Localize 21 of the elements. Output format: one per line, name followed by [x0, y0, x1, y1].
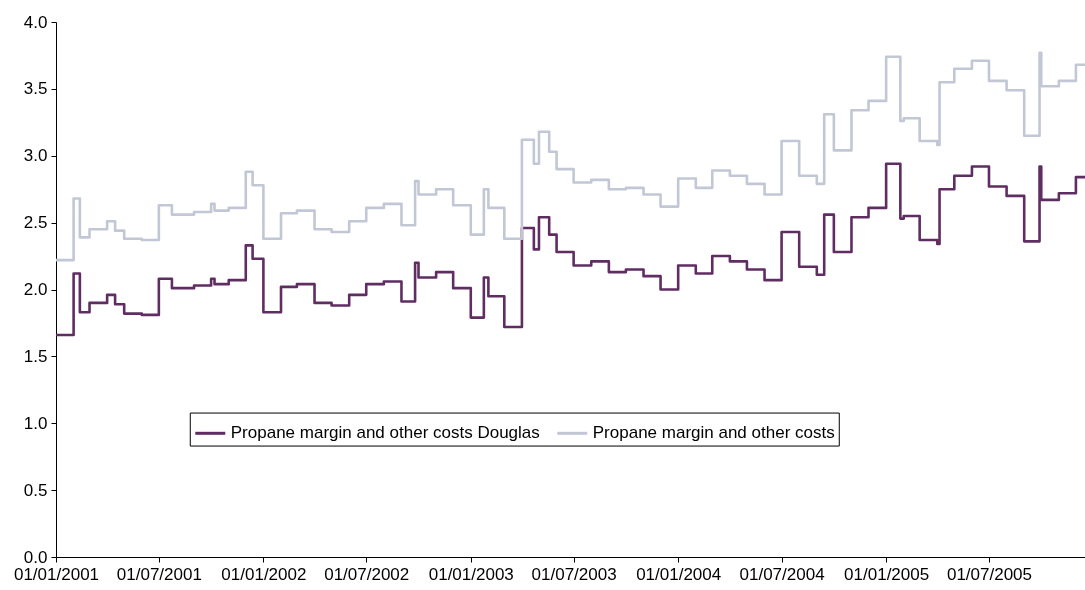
y-tick-label: 3.0: [23, 146, 48, 166]
x-tick-label: 01/01/2002: [221, 564, 307, 584]
y-tick-label: 2.5: [23, 213, 48, 233]
x-tick-label: 01/07/2003: [531, 564, 617, 584]
x-tick-label: 01/01/2003: [428, 564, 514, 584]
y-tick-label: 1.0: [23, 413, 48, 433]
x-tick-label: 01/07/2002: [324, 564, 410, 584]
x-tick-label: 01/07/2004: [739, 564, 825, 584]
y-tick-label: 0.0: [23, 547, 48, 567]
y-tick-label: 0.5: [23, 480, 48, 500]
x-tick-label: 01/01/2005: [844, 564, 930, 584]
x-tick-label: 01/07/2001: [116, 564, 202, 584]
y-tick-label: 4.0: [23, 12, 48, 32]
x-tick-label: 01/01/2004: [636, 564, 722, 584]
y-tick-label: 1.5: [23, 346, 48, 366]
legend-label: Propane margin and other costs: [592, 423, 835, 443]
x-tick-label: 01/07/2005: [946, 564, 1033, 584]
legend-label: Propane margin and other costs Douglas: [230, 423, 540, 443]
y-tick-label: 3.5: [23, 79, 48, 99]
y-tick-label: 2.0: [23, 280, 48, 299]
x-tick-label: 01/01/2001: [13, 564, 100, 584]
